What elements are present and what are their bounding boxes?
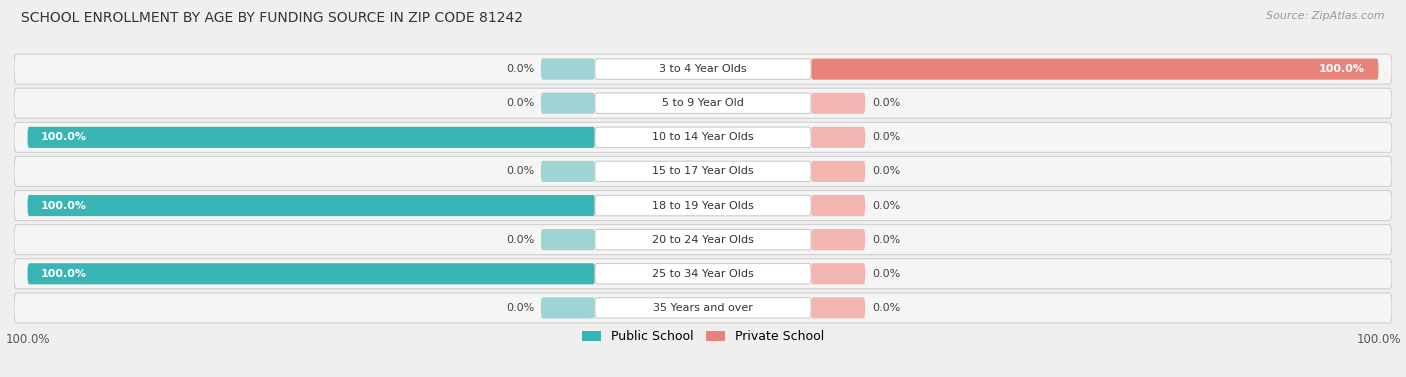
- FancyBboxPatch shape: [28, 127, 595, 148]
- FancyBboxPatch shape: [811, 297, 865, 319]
- Text: 100.0%: 100.0%: [41, 132, 87, 143]
- Text: 20 to 24 Year Olds: 20 to 24 Year Olds: [652, 234, 754, 245]
- FancyBboxPatch shape: [14, 156, 1392, 187]
- Legend: Public School, Private School: Public School, Private School: [576, 325, 830, 348]
- Text: 100.0%: 100.0%: [41, 269, 87, 279]
- Text: 0.0%: 0.0%: [506, 98, 534, 108]
- FancyBboxPatch shape: [811, 161, 865, 182]
- FancyBboxPatch shape: [14, 54, 1392, 84]
- Text: 10 to 14 Year Olds: 10 to 14 Year Olds: [652, 132, 754, 143]
- FancyBboxPatch shape: [595, 93, 811, 113]
- FancyBboxPatch shape: [595, 127, 811, 147]
- Text: 0.0%: 0.0%: [506, 64, 534, 74]
- Text: 0.0%: 0.0%: [506, 303, 534, 313]
- Text: 18 to 19 Year Olds: 18 to 19 Year Olds: [652, 201, 754, 211]
- FancyBboxPatch shape: [811, 229, 865, 250]
- FancyBboxPatch shape: [14, 225, 1392, 255]
- Text: 0.0%: 0.0%: [872, 166, 900, 176]
- FancyBboxPatch shape: [14, 259, 1392, 289]
- Text: 3 to 4 Year Olds: 3 to 4 Year Olds: [659, 64, 747, 74]
- FancyBboxPatch shape: [28, 195, 595, 216]
- FancyBboxPatch shape: [811, 93, 865, 114]
- FancyBboxPatch shape: [541, 58, 595, 80]
- Text: 100.0%: 100.0%: [1319, 64, 1365, 74]
- FancyBboxPatch shape: [14, 190, 1392, 221]
- Text: 100.0%: 100.0%: [6, 334, 49, 346]
- FancyBboxPatch shape: [595, 59, 811, 79]
- Text: 100.0%: 100.0%: [41, 201, 87, 211]
- FancyBboxPatch shape: [14, 88, 1392, 118]
- Text: 5 to 9 Year Old: 5 to 9 Year Old: [662, 98, 744, 108]
- FancyBboxPatch shape: [811, 263, 865, 284]
- Text: 0.0%: 0.0%: [872, 201, 900, 211]
- FancyBboxPatch shape: [14, 293, 1392, 323]
- Text: 0.0%: 0.0%: [506, 166, 534, 176]
- FancyBboxPatch shape: [541, 297, 595, 319]
- FancyBboxPatch shape: [541, 93, 595, 114]
- Text: SCHOOL ENROLLMENT BY AGE BY FUNDING SOURCE IN ZIP CODE 81242: SCHOOL ENROLLMENT BY AGE BY FUNDING SOUR…: [21, 11, 523, 25]
- Text: 0.0%: 0.0%: [872, 132, 900, 143]
- Text: 35 Years and over: 35 Years and over: [652, 303, 754, 313]
- FancyBboxPatch shape: [595, 161, 811, 182]
- FancyBboxPatch shape: [811, 195, 865, 216]
- Text: 0.0%: 0.0%: [872, 98, 900, 108]
- Text: 0.0%: 0.0%: [506, 234, 534, 245]
- FancyBboxPatch shape: [595, 195, 811, 216]
- Text: 25 to 34 Year Olds: 25 to 34 Year Olds: [652, 269, 754, 279]
- Text: 100.0%: 100.0%: [1357, 334, 1400, 346]
- Text: 0.0%: 0.0%: [872, 303, 900, 313]
- FancyBboxPatch shape: [541, 229, 595, 250]
- Text: 0.0%: 0.0%: [872, 234, 900, 245]
- FancyBboxPatch shape: [811, 58, 1378, 80]
- FancyBboxPatch shape: [811, 127, 865, 148]
- FancyBboxPatch shape: [595, 230, 811, 250]
- Text: 15 to 17 Year Olds: 15 to 17 Year Olds: [652, 166, 754, 176]
- FancyBboxPatch shape: [595, 298, 811, 318]
- FancyBboxPatch shape: [28, 263, 595, 284]
- FancyBboxPatch shape: [541, 161, 595, 182]
- Text: 0.0%: 0.0%: [872, 269, 900, 279]
- Text: Source: ZipAtlas.com: Source: ZipAtlas.com: [1267, 11, 1385, 21]
- FancyBboxPatch shape: [595, 264, 811, 284]
- FancyBboxPatch shape: [14, 122, 1392, 152]
